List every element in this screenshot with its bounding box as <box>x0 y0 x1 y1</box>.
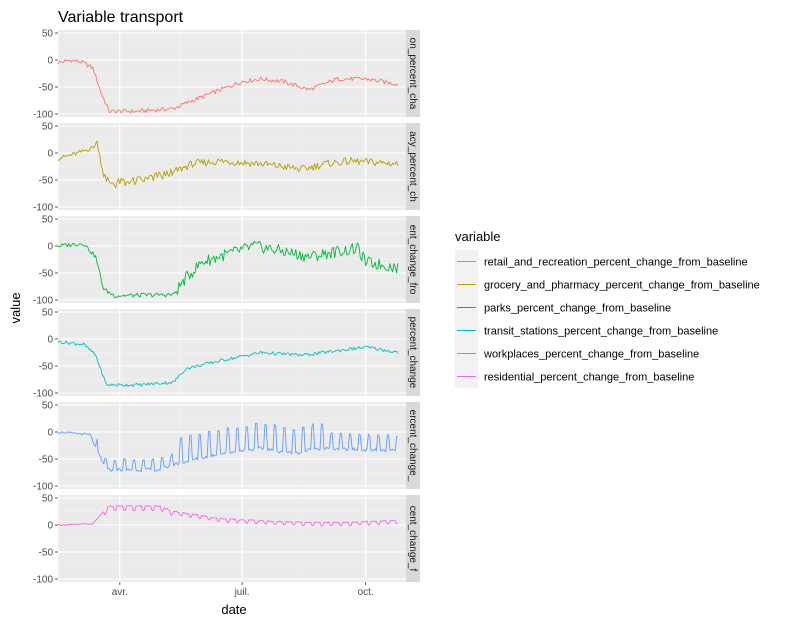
x-axis-title: date <box>221 602 246 617</box>
legend-label: transit_stations_percent_change_from_bas… <box>484 326 718 338</box>
legend-label: parks_percent_change_from_baseline <box>484 303 671 315</box>
x-tick-label: oct. <box>358 587 374 598</box>
facet-strip <box>406 216 420 303</box>
y-tick-label: 50 <box>42 29 54 40</box>
legend-item: workplaces_percent_change_from_baseline <box>455 342 699 365</box>
series-line <box>57 505 398 527</box>
series-line <box>57 422 399 472</box>
y-tick-label: -100 <box>33 575 53 586</box>
facet-panel: 50 0 -50 -100 percent_change <box>33 308 420 400</box>
legend-title: variable <box>455 229 501 244</box>
facet-panel: 50 0 -50 -100 acy_percent_ch <box>33 122 420 214</box>
legend-label: workplaces_percent_change_from_baseline <box>483 349 699 361</box>
series-line <box>57 59 399 114</box>
series-line <box>57 140 399 189</box>
y-tick-label: 50 <box>42 494 54 505</box>
y-tick-label: -50 <box>39 362 54 373</box>
y-tick-label: 50 <box>42 401 54 412</box>
y-tick-label: -50 <box>39 548 54 559</box>
legend-item: grocery_and_pharmacy_percent_change_from… <box>455 273 760 296</box>
series-line <box>57 240 399 299</box>
facet-strip-label: on_percent_cha <box>407 38 418 110</box>
facet-strip <box>406 309 420 396</box>
facet-strip <box>406 402 420 489</box>
legend-item: retail_and_recreation_percent_change_fro… <box>455 250 748 273</box>
legend-label: retail_and_recreation_percent_change_fro… <box>484 257 748 269</box>
y-tick-label: 0 <box>47 56 53 67</box>
y-axis-title: value <box>8 292 23 323</box>
y-tick-label: 0 <box>47 149 53 160</box>
facet-strip-label: cent_change_f <box>407 506 418 572</box>
facet-strip-label: ercent_change_ <box>407 410 418 482</box>
legend-item: transit_stations_percent_change_from_bas… <box>455 319 718 342</box>
y-tick-label: -50 <box>39 269 54 280</box>
y-tick-label: 0 <box>47 428 53 439</box>
y-tick-label: -100 <box>33 389 53 400</box>
legend: variable retail_and_recreation_percent_c… <box>455 229 760 388</box>
y-tick-label: 50 <box>42 122 54 133</box>
y-tick-label: 0 <box>47 521 53 532</box>
y-tick-label: 50 <box>42 215 54 226</box>
legend-item: residential_percent_change_from_baseline <box>455 365 694 388</box>
y-tick-label: -100 <box>33 296 53 307</box>
facet-panel: 50 0 -50 -100 ercent_change_ <box>33 401 420 493</box>
legend-item: parks_percent_change_from_baseline <box>455 296 671 319</box>
chart-title: Variable transport <box>58 9 184 26</box>
y-tick-label: -50 <box>39 83 54 94</box>
y-tick-label: -100 <box>33 110 53 121</box>
facet-strip <box>406 495 420 582</box>
series-line <box>57 340 399 387</box>
legend-label: residential_percent_change_from_baseline <box>484 372 694 384</box>
y-tick-label: -50 <box>39 176 54 187</box>
facet-strip <box>406 30 420 117</box>
facet-panel: 50 0 -50 -100 ent_change_fro <box>33 215 420 307</box>
x-tick-label: avr. <box>112 587 128 598</box>
facet-panel: 50 0 -50 -100 on_percent_cha <box>33 29 420 121</box>
facet-panels: 50 0 -50 -100 on_percent_cha 50 0 -50 -100 acy_pe… <box>33 29 420 586</box>
facet-strip <box>406 123 420 210</box>
legend-label: grocery_and_pharmacy_percent_change_from… <box>484 280 760 292</box>
y-tick-label: -50 <box>39 455 54 466</box>
facet-strip-label: ent_change_fro <box>407 225 418 295</box>
facet-panel: 50 0 -50 -100 cent_change_f <box>33 494 420 586</box>
y-tick-label: 0 <box>47 242 53 253</box>
facet-strip-label: acy_percent_ch <box>407 131 418 202</box>
y-tick-label: -100 <box>33 482 53 493</box>
y-tick-label: -100 <box>33 203 53 214</box>
x-tick-label: juil. <box>234 587 250 598</box>
y-tick-label: 0 <box>47 335 53 346</box>
y-tick-label: 50 <box>42 308 54 319</box>
x-axis: avr. juil. oct. <box>112 582 374 598</box>
facet-strip-label: percent_change <box>407 317 418 389</box>
